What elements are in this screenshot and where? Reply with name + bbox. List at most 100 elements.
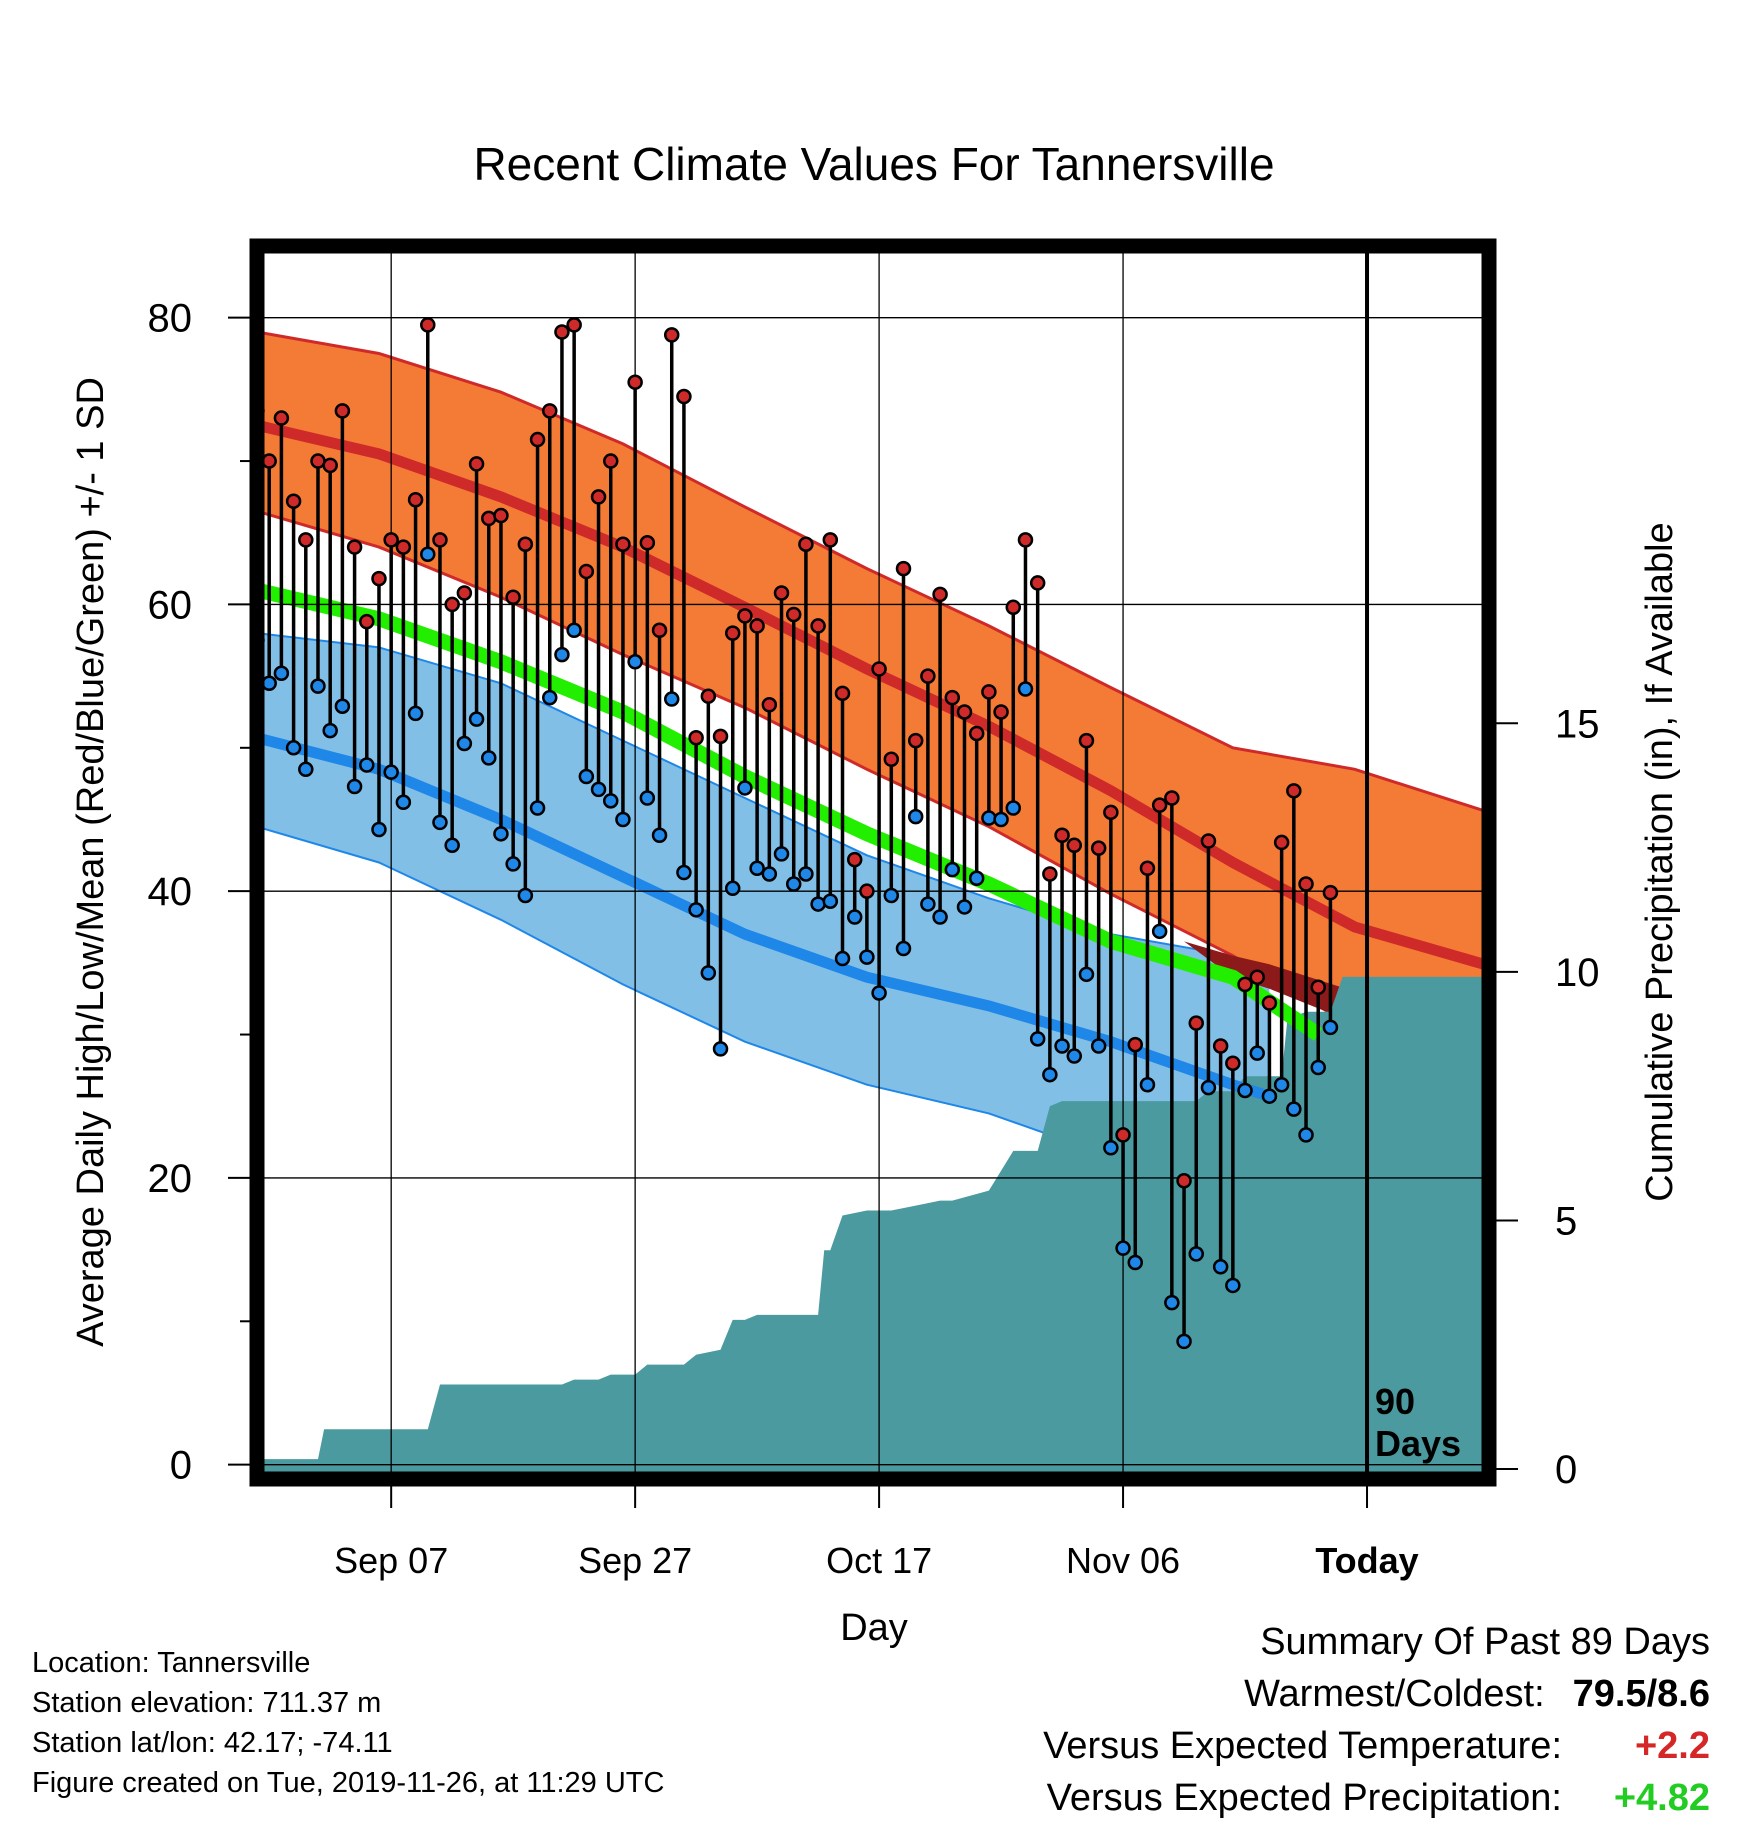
summary-row-precipitation: Versus Expected Precipitation: +4.82 — [1043, 1772, 1710, 1824]
daily-high-point — [700, 688, 717, 704]
daily-low-point — [517, 887, 534, 904]
daily-high-point — [1249, 969, 1265, 985]
daily-high-point — [505, 589, 521, 606]
daily-high-point — [1310, 979, 1326, 995]
summary-row-temperature: Versus Expected Temperature: +2.2 — [1043, 1720, 1710, 1772]
precip-cumulative-area — [257, 976, 1489, 1479]
daily-high-point — [1103, 804, 1119, 821]
daily-high-point — [542, 403, 558, 419]
daily-low-point — [322, 722, 338, 739]
daily-high-point — [1200, 833, 1217, 849]
normal-high-upper-edge — [257, 330, 1489, 814]
daily-low-point — [810, 896, 826, 912]
daily-high-point — [1115, 1127, 1131, 1143]
daily-high-point — [1176, 1173, 1192, 1189]
daily-low-point — [1127, 1254, 1144, 1271]
daily-high-point — [1005, 599, 1022, 616]
daily-low-point — [1090, 1038, 1107, 1054]
daily-high-point — [273, 410, 290, 426]
daily-high-point — [444, 596, 460, 613]
info-location: Location: Tannersville — [32, 1647, 311, 1679]
y-axis-label-right: Cumulative Precipitation (in), If Availa… — [1639, 522, 1681, 1201]
chart-title: Recent Climate Values For Tannersville — [473, 138, 1274, 190]
daily-high-point — [871, 661, 887, 677]
daily-high-point — [627, 374, 643, 390]
y-axis-label-left: Average Daily High/Low/Mean (Red/Blue/Gr… — [70, 377, 112, 1347]
daily-low-point — [285, 740, 302, 756]
daily-low-point — [907, 808, 924, 825]
daily-low-point — [1042, 1066, 1058, 1083]
today-annotation-line1: 90 — [1375, 1381, 1415, 1422]
daily-low-point — [627, 654, 643, 670]
daily-high-point — [1261, 995, 1278, 1011]
daily-low-point — [346, 778, 363, 795]
daily-low-point — [1115, 1240, 1131, 1256]
daily-low-point — [273, 665, 290, 681]
y-right-tick-label: 0 — [1555, 1448, 1577, 1492]
daily-low-point — [846, 909, 863, 925]
daily-high-point — [261, 453, 277, 469]
daily-high-point — [737, 608, 753, 624]
summary-title: Summary Of Past 89 Days — [1260, 1621, 1710, 1663]
daily-low-point — [383, 764, 399, 780]
daily-low-point — [956, 899, 973, 915]
daily-low-point — [1017, 681, 1034, 697]
today-annotation-line2: Days — [1375, 1423, 1461, 1464]
daily-low-point — [407, 705, 424, 722]
daily-low-point — [1273, 1076, 1290, 1093]
daily-low-point — [663, 691, 680, 707]
summary-value: +2.2 — [1634, 1725, 1710, 1767]
daily-high-point — [602, 453, 619, 469]
summary-panel: Summary Of Past 89 Days Warmest/Coldest:… — [1043, 1616, 1710, 1824]
daily-low-point — [1054, 1038, 1070, 1054]
daily-high-point — [371, 570, 387, 587]
daily-high-point — [639, 535, 656, 551]
daily-high-point — [395, 539, 412, 555]
daily-high-point — [956, 704, 973, 720]
daily-high-point — [981, 684, 997, 700]
daily-high-point — [810, 618, 826, 634]
daily-low-point — [493, 826, 509, 842]
normal-low-band — [257, 633, 1270, 1221]
daily-high-point — [822, 532, 839, 548]
y-right-tick-label: 5 — [1555, 1199, 1577, 1243]
daily-low-point — [859, 949, 875, 965]
daily-high-point — [1212, 1038, 1229, 1054]
daily-low-point — [590, 781, 607, 798]
daily-high-point — [773, 585, 790, 601]
daily-low-point — [1212, 1259, 1229, 1275]
y-right-tick-label: 15 — [1555, 702, 1600, 746]
info-created: Figure created on Tue, 2019-11-26, at 11… — [32, 1767, 665, 1799]
daily-low-point — [737, 780, 753, 796]
daily-high-point — [968, 725, 985, 742]
daily-high-point — [322, 457, 338, 474]
summary-value: +4.82 — [1613, 1777, 1710, 1819]
daily-high-point — [834, 685, 851, 702]
normal-high-band — [257, 332, 1489, 1035]
daily-high-point — [676, 388, 692, 405]
x-tick-label: Oct 17 — [826, 1540, 932, 1581]
daily-high-point — [1139, 860, 1156, 876]
daily-high-point — [420, 317, 436, 333]
daily-high-point — [298, 532, 314, 548]
daily-low-point — [749, 860, 765, 876]
daily-low-point — [1188, 1246, 1204, 1262]
daily-high-point — [932, 586, 948, 603]
daily-high-point — [846, 851, 863, 868]
daily-high-point — [407, 492, 424, 508]
daily-high-point — [456, 585, 473, 601]
daily-high-point — [920, 668, 936, 684]
daily-low-point — [1237, 1082, 1253, 1099]
daily-high-point — [1042, 866, 1058, 882]
daily-low-point — [1029, 1031, 1046, 1047]
daily-high-point — [432, 532, 448, 548]
daily-low-point — [798, 866, 814, 882]
x-tick-label: Nov 06 — [1066, 1540, 1180, 1581]
daily-low-point — [456, 735, 473, 752]
daily-low-point — [1176, 1333, 1192, 1350]
x-tick-label: Sep 07 — [334, 1540, 448, 1581]
daily-high-point — [712, 728, 729, 745]
daily-low-point — [298, 761, 314, 778]
x-tick-label: Today — [1315, 1540, 1418, 1581]
daily-high-point — [481, 510, 497, 527]
